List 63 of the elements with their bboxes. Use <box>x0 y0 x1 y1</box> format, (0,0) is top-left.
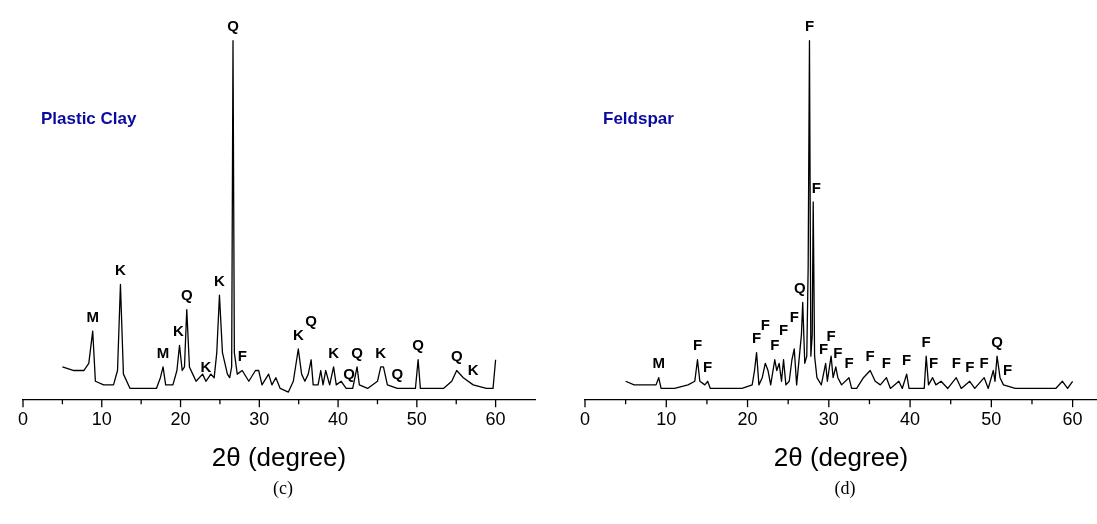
annotation: K <box>375 343 387 361</box>
annotation: M <box>86 307 99 325</box>
text: Feldspar <box>603 109 675 129</box>
annotation: F <box>770 336 780 354</box>
annotation: F <box>902 350 912 368</box>
annotation: Q <box>412 336 425 354</box>
annotation: F <box>692 336 703 354</box>
annotation: Q <box>391 365 404 383</box>
annotation: F <box>844 354 854 372</box>
text: (d) <box>833 478 857 499</box>
x-tick-label: 20 <box>737 408 758 429</box>
x-tick-label: 50 <box>981 408 1002 429</box>
text: (c) <box>272 478 294 499</box>
text: Plastic Clay <box>41 109 137 129</box>
x-tick-label: 60 <box>1062 408 1083 429</box>
x-tick-label: 30 <box>818 408 839 429</box>
x-axis-title: 2θ (degree) <box>773 441 909 472</box>
x-tick-label: 10 <box>91 408 112 429</box>
annotation: F <box>929 354 939 372</box>
annotation: Q <box>305 312 318 330</box>
annotation: K <box>115 261 127 279</box>
annotation: Q <box>227 17 240 35</box>
annotation: Q <box>351 343 364 361</box>
x-tick-label: 20 <box>170 408 191 429</box>
annotation: F <box>833 343 843 361</box>
annotation: F <box>789 307 799 325</box>
annotation: K <box>200 357 212 375</box>
annotation: M <box>652 354 665 372</box>
annotation: F <box>965 357 975 375</box>
x-tick-label: 0 <box>580 408 591 429</box>
x-tick-label: 10 <box>656 408 677 429</box>
annotation: Q <box>343 365 356 383</box>
annotation: K <box>328 343 340 361</box>
annotation: F <box>865 347 875 365</box>
annotation: F <box>804 17 815 35</box>
annotation: K <box>173 322 185 340</box>
x-tick-label: 40 <box>900 408 921 429</box>
annotation: Q <box>793 279 806 297</box>
annotation: F <box>760 315 770 333</box>
annotation: F <box>1002 361 1013 379</box>
x-tick-label: 40 <box>328 408 349 429</box>
annotation: F <box>751 329 762 347</box>
annotation: F <box>951 354 961 372</box>
annotation: F <box>778 321 789 339</box>
annotation: F <box>811 178 821 196</box>
annotation: M <box>156 343 170 361</box>
x-tick-label: 30 <box>249 408 270 429</box>
annotation: F <box>703 357 713 375</box>
annotation: K <box>292 325 304 343</box>
x-tick-label: 60 <box>485 408 506 429</box>
annotation: K <box>467 361 479 379</box>
annotation: Q <box>991 332 1004 350</box>
annotation: Q <box>180 286 193 304</box>
x-tick-label: 50 <box>406 408 427 429</box>
annotation: F <box>826 326 836 344</box>
annotation: K <box>214 271 226 289</box>
annotation: F <box>921 332 931 350</box>
annotation: F <box>979 354 989 372</box>
x-axis-title: 2θ (degree) <box>211 441 347 472</box>
x-tick-label: 0 <box>18 408 29 429</box>
annotation: F <box>881 354 892 372</box>
annotation: Q <box>450 347 463 365</box>
annotation: F <box>237 347 247 365</box>
